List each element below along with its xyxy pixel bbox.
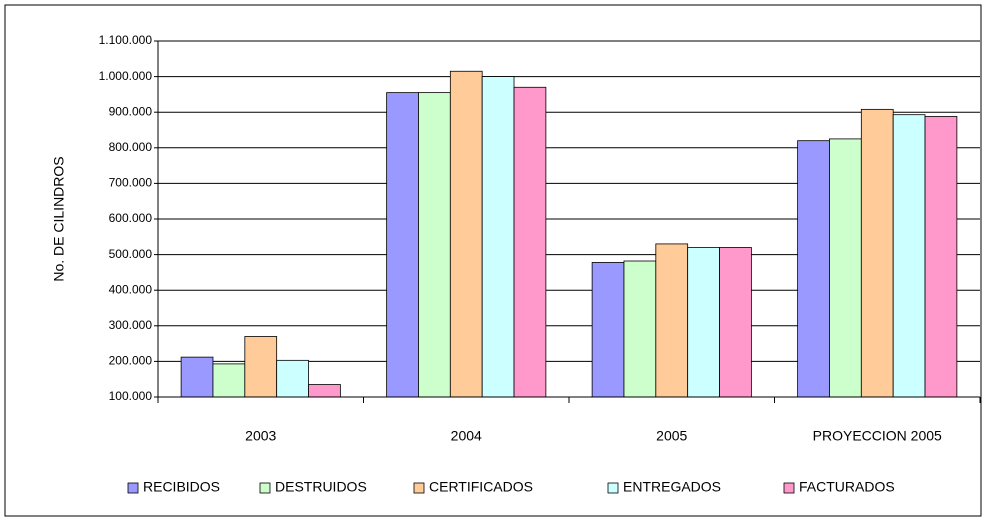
y-tick-label: 700.000: [109, 176, 153, 190]
bar: [860, 108, 894, 398]
y-tick-label: 200.000: [109, 354, 153, 368]
y-tick-label: 300.000: [109, 318, 153, 332]
bar: [481, 76, 515, 398]
bar: [655, 243, 689, 398]
legend-label: CERTIFICADOS: [429, 479, 533, 495]
legend-label: DESTRUIDOS: [275, 479, 367, 495]
y-tick-label: 600.000: [109, 211, 153, 225]
bar: [829, 138, 862, 398]
bar: [513, 86, 547, 398]
legend-swatch: [783, 482, 795, 494]
y-tick-label: 500.000: [109, 247, 153, 261]
bar: [924, 116, 958, 398]
y-tick-label: 400.000: [109, 282, 153, 296]
bar: [623, 260, 657, 398]
bar: [892, 114, 926, 398]
bar: [212, 363, 246, 398]
bar: [180, 356, 214, 398]
legend-swatch: [259, 482, 271, 494]
x-tick-label: 2004: [451, 428, 482, 444]
y-axis-title: No. DE CILINDROS: [51, 156, 67, 281]
bar: [449, 70, 483, 398]
legend-swatch: [607, 482, 619, 494]
y-tick-label: 1.000.000: [99, 69, 153, 83]
bar: [244, 336, 278, 398]
y-tick-label: 100.000: [109, 389, 153, 403]
legend-label: ENTREGADOS: [623, 479, 721, 495]
bar: [276, 359, 309, 398]
bar: [591, 262, 625, 398]
bar: [386, 92, 419, 398]
legend-label: FACTURADOS: [799, 479, 895, 495]
x-tick-label: PROYECCION 2005: [813, 428, 942, 444]
bar: [687, 247, 720, 398]
bar: [308, 384, 341, 398]
bar: [719, 247, 752, 398]
legend-swatch: [127, 482, 139, 494]
x-tick-label: 2003: [245, 428, 276, 444]
y-tick-label: 1.100.000: [99, 33, 153, 47]
x-tick-label: 2005: [656, 428, 687, 444]
y-tick-label: 900.000: [109, 104, 153, 118]
bar: [797, 140, 830, 398]
legend-label: RECIBIDOS: [143, 479, 220, 495]
y-tick-label: 800.000: [109, 140, 153, 154]
legend-swatch: [413, 482, 425, 494]
bar: [418, 92, 451, 398]
